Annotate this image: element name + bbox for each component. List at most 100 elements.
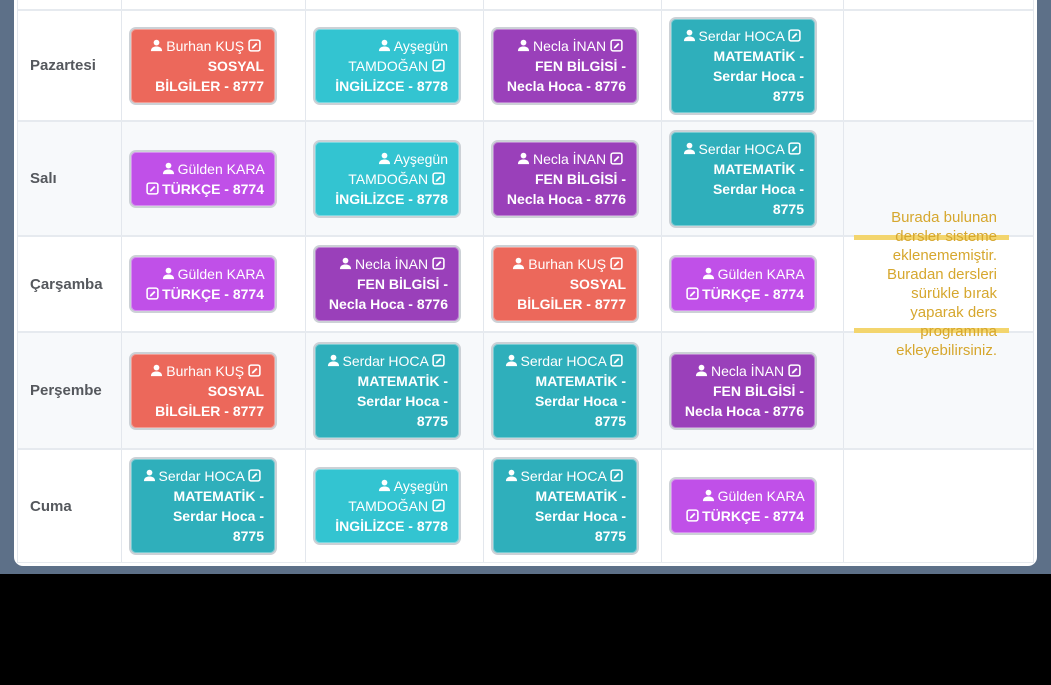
lesson-card[interactable]: Ayşegün TAMDOĞAN İNGİLİZCE - 8778 [313, 139, 461, 218]
lesson-card[interactable]: Ayşegün TAMDOĞAN İNGİLİZCE - 8778 [313, 26, 461, 105]
lesson-title: FEN BİLGİSİ - Necla Hoca - 8776 [685, 363, 804, 419]
teacher-name: Serdar HOCA [505, 353, 606, 369]
lesson-card[interactable]: Necla İNAN FEN BİLGİSİ - Necla Hoca - 87… [491, 139, 639, 218]
schedule-slot[interactable]: Burhan KUŞ SOSYAL BİLGİLER - 8777 [122, 333, 306, 448]
lesson-card[interactable]: Necla İNAN FEN BİLGİSİ - Necla Hoca - 87… [313, 245, 461, 323]
user-icon [378, 479, 391, 492]
drag-drop-help-text: Burada bulunan dersler sisteme eklenemem… [886, 209, 997, 359]
schedule-slot[interactable]: Serdar HOCA MATEMATİK - Serdar Hoca - 87… [122, 450, 306, 562]
teacher-name: Burhan KUŞ [512, 256, 606, 272]
edit-icon [610, 469, 623, 482]
user-icon [702, 489, 715, 502]
schedule-slot[interactable] [844, 11, 1033, 120]
user-icon [512, 257, 525, 270]
lesson-title: FEN BİLGİSİ - Necla Hoca - 8776 [507, 151, 626, 207]
schedule-slot[interactable]: Burhan KUŞ SOSYAL BİLGİLER - 8777 [484, 237, 662, 331]
clipped-cell [662, 0, 844, 9]
schedule-slot[interactable]: Serdar HOCA MATEMATİK - Serdar Hoca - 87… [662, 11, 844, 120]
lesson-card[interactable]: Burhan KUŞ SOSYAL BİLGİLER - 8777 [491, 245, 639, 323]
lesson-card[interactable]: Gülden KARA TÜRKÇE - 8774 [669, 255, 817, 313]
edit-icon [146, 287, 159, 300]
clipped-cell [306, 0, 484, 9]
lesson-card[interactable]: Burhan KUŞ SOSYAL BİLGİLER - 8777 [129, 26, 277, 105]
clipped-cell [122, 0, 306, 9]
lesson-title: TÜRKÇE - 8774 [686, 508, 804, 524]
lesson-card[interactable]: Gülden KARA TÜRKÇE - 8774 [129, 149, 277, 208]
schedule-row: Cuma Serdar HOCA MATEMATİK - Serdar Hoca … [18, 450, 1033, 563]
user-icon [143, 469, 156, 482]
lesson-title: MATEMATİK - Serdar Hoca - 8775 [713, 141, 804, 217]
user-icon [505, 354, 518, 367]
schedule-slot[interactable]: Gülden KARA TÜRKÇE - 8774 [662, 237, 844, 331]
lesson-card[interactable]: Gülden KARA TÜRKÇE - 8774 [669, 477, 817, 535]
teacher-name: Burhan KUŞ [150, 38, 244, 54]
teacher-name: Necla İNAN [517, 151, 606, 167]
user-icon [339, 257, 352, 270]
teacher-name: Necla İNAN [517, 38, 606, 54]
lesson-title: MATEMATİK - Serdar Hoca - 8775 [357, 353, 448, 429]
lesson-card[interactable]: Gülden KARA TÜRKÇE - 8774 [129, 255, 277, 313]
edit-icon [686, 287, 699, 300]
teacher-name: Ayşegün TAMDOĞAN [348, 150, 448, 187]
day-label: Cuma [18, 450, 122, 562]
user-icon [695, 364, 708, 377]
teacher-name: Gülden KARA [162, 161, 264, 177]
schedule-slot[interactable]: Burada bulunan dersler sisteme eklenemem… [844, 209, 1033, 359]
content-panel: Pazartesi Burhan KUŞ SOSYAL BİLGİLER - 87… [14, 0, 1037, 566]
edit-icon [146, 181, 159, 195]
lesson-card[interactable]: Serdar HOCA MATEMATİK - Serdar Hoca - 87… [669, 16, 817, 115]
user-icon [517, 152, 530, 165]
page-background: Pazartesi Burhan KUŞ SOSYAL BİLGİLER - 87… [0, 0, 1051, 574]
lesson-title: TÜRKÇE - 8774 [146, 286, 264, 302]
teacher-name: Necla İNAN [339, 256, 428, 272]
lesson-card[interactable]: Ayşegün TAMDOĞAN İNGİLİZCE - 8778 [313, 467, 461, 545]
lesson-title: TÜRKÇE - 8774 [146, 181, 264, 197]
schedule-slot[interactable]: Necla İNAN FEN BİLGİSİ - Necla Hoca - 87… [662, 333, 844, 448]
user-icon [150, 364, 163, 377]
schedule-slot[interactable]: Ayşegün TAMDOĞAN İNGİLİZCE - 8778 [306, 450, 484, 562]
schedule-slot[interactable]: Serdar HOCA MATEMATİK - Serdar Hoca - 87… [306, 333, 484, 448]
schedule-slot[interactable]: Serdar HOCA MATEMATİK - Serdar Hoca - 87… [484, 333, 662, 448]
schedule-slot[interactable] [844, 450, 1033, 562]
lesson-card[interactable]: Serdar HOCA MATEMATİK - Serdar Hoca - 87… [129, 457, 277, 555]
lesson-title: FEN BİLGİSİ - Necla Hoca - 8776 [329, 256, 448, 312]
schedule-slot[interactable]: Necla İNAN FEN BİLGİSİ - Necla Hoca - 87… [484, 11, 662, 120]
lesson-card[interactable]: Serdar HOCA MATEMATİK - Serdar Hoca - 87… [491, 341, 639, 440]
teacher-name: Ayşegün TAMDOĞAN [348, 37, 448, 74]
schedule-slot[interactable]: Necla İNAN FEN BİLGİSİ - Necla Hoca - 87… [306, 237, 484, 331]
schedule-row: Salı Gülden KARA TÜRKÇE - 8774 Ayşegün TAM… [18, 122, 1033, 237]
teacher-name: Serdar HOCA [683, 28, 784, 44]
user-icon [378, 39, 391, 52]
lesson-title: MATEMATİK - Serdar Hoca - 8775 [535, 468, 626, 544]
edit-icon [248, 363, 261, 377]
lesson-card[interactable]: Necla İNAN FEN BİLGİSİ - Necla Hoca - 87… [491, 26, 639, 105]
clipped-cell [484, 0, 662, 9]
user-icon [327, 354, 340, 367]
schedule-slot[interactable]: Ayşegün TAMDOĞAN İNGİLİZCE - 8778 [306, 11, 484, 120]
lesson-card[interactable]: Serdar HOCA MATEMATİK - Serdar Hoca - 87… [313, 341, 461, 440]
schedule-slot[interactable]: Gülden KARA TÜRKÇE - 8774 [662, 450, 844, 562]
schedule-body: Pazartesi Burhan KUŞ SOSYAL BİLGİLER - 87… [18, 11, 1033, 563]
schedule-slot[interactable]: Necla İNAN FEN BİLGİSİ - Necla Hoca - 87… [484, 122, 662, 235]
schedule-slot[interactable]: Serdar HOCA MATEMATİK - Serdar Hoca - 87… [484, 450, 662, 562]
edit-icon [610, 151, 623, 165]
schedule-slot[interactable]: Burhan KUŞ SOSYAL BİLGİLER - 8777 [122, 11, 306, 120]
schedule-slot[interactable]: Gülden KARA TÜRKÇE - 8774 [122, 237, 306, 331]
user-icon [378, 152, 391, 165]
clipped-cell [18, 0, 122, 9]
lesson-card[interactable]: Necla İNAN FEN BİLGİSİ - Necla Hoca - 87… [669, 351, 817, 430]
table-row-clipped [18, 0, 1033, 11]
schedule-slot[interactable]: Ayşegün TAMDOĞAN İNGİLİZCE - 8778 [306, 122, 484, 235]
lesson-title: FEN BİLGİSİ - Necla Hoca - 8776 [507, 38, 626, 94]
schedule-slot[interactable]: Serdar HOCA MATEMATİK - Serdar Hoca - 87… [662, 122, 844, 235]
edit-icon [432, 257, 445, 270]
lesson-card[interactable]: Serdar HOCA MATEMATİK - Serdar Hoca - 87… [669, 129, 817, 228]
teacher-name: Necla İNAN [695, 363, 784, 379]
lesson-card[interactable]: Burhan KUŞ SOSYAL BİLGİLER - 8777 [129, 351, 277, 430]
teacher-name: Gülden KARA [702, 266, 804, 282]
edit-icon [686, 509, 699, 522]
edit-icon [788, 363, 801, 377]
lesson-pool-dropzone[interactable] [854, 235, 1009, 333]
schedule-slot[interactable]: Gülden KARA TÜRKÇE - 8774 [122, 122, 306, 235]
lesson-card[interactable]: Serdar HOCA MATEMATİK - Serdar Hoca - 87… [491, 457, 639, 555]
